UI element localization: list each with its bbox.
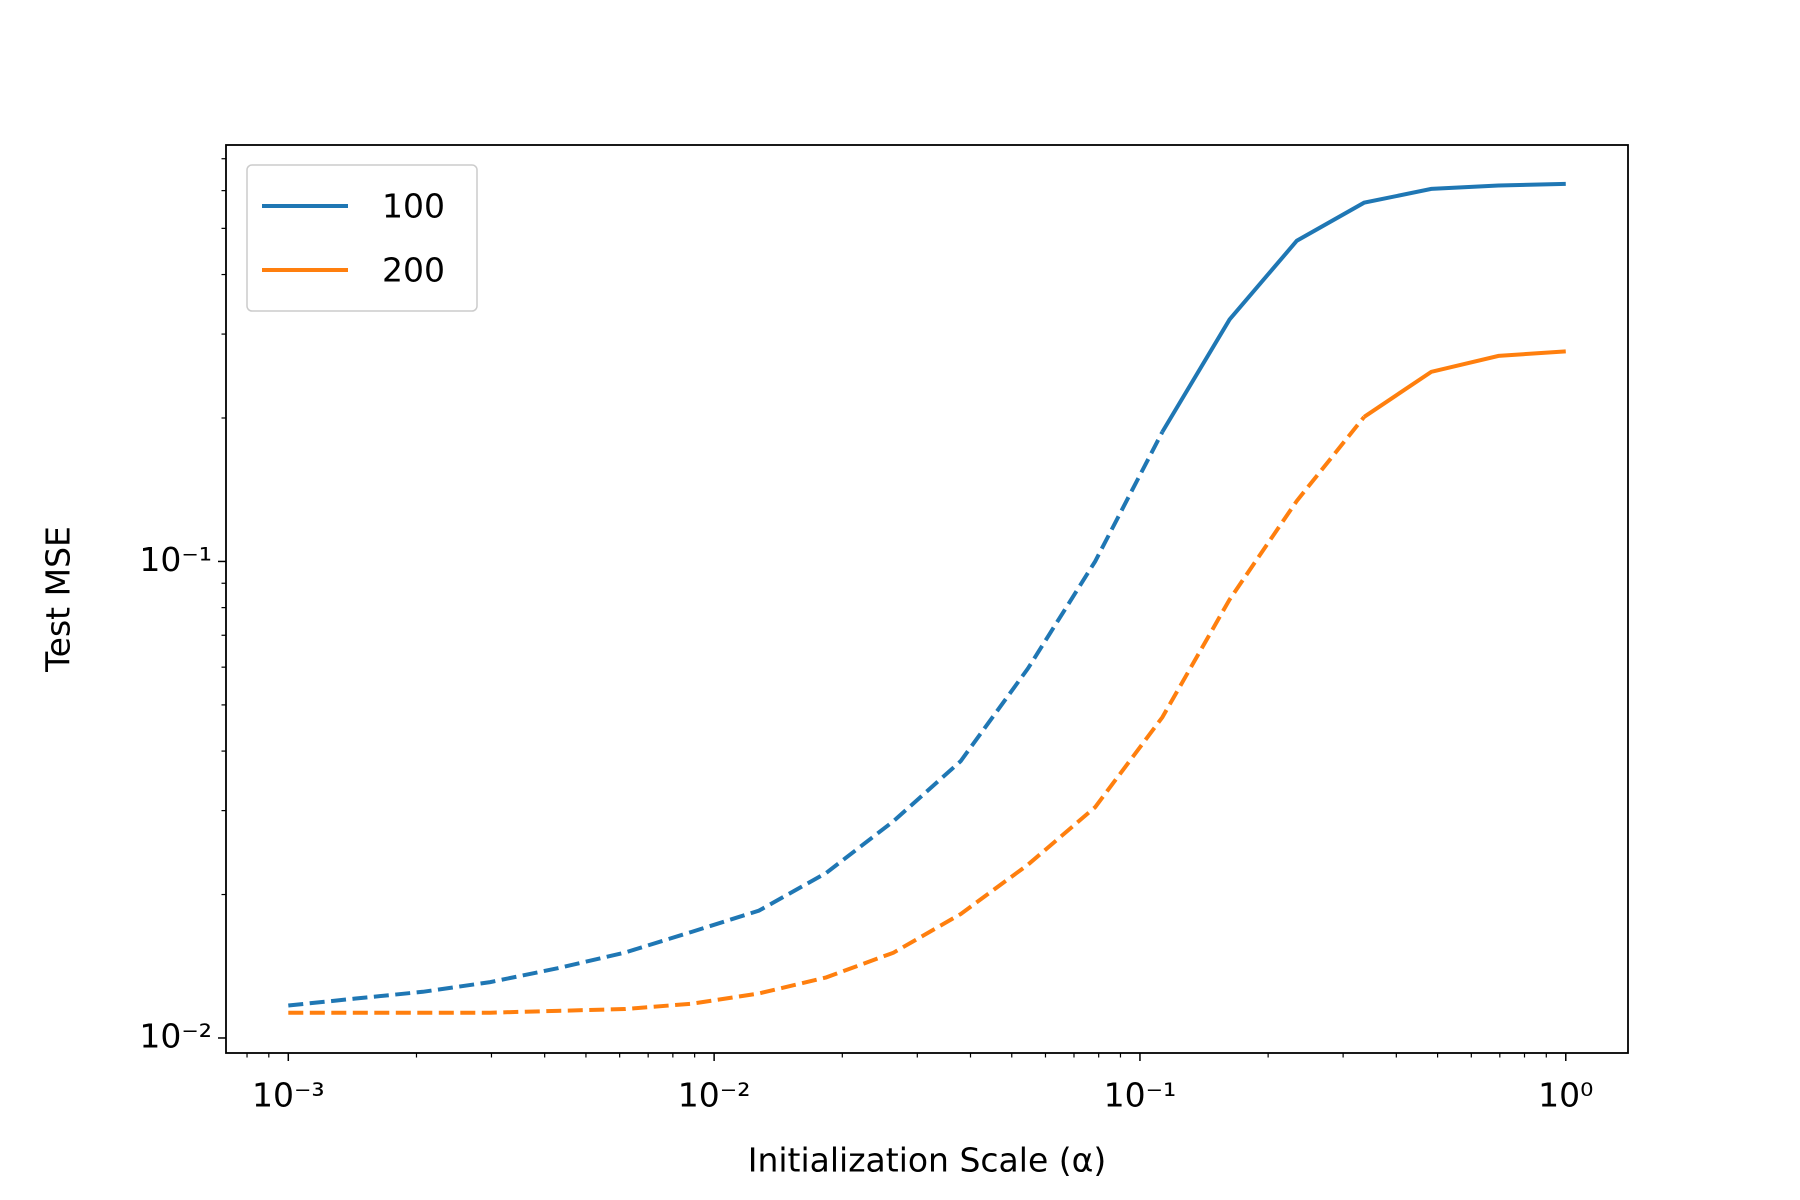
axes-frame — [225, 144, 1629, 1054]
series-line — [1362, 349, 1566, 419]
y-axis-label: Test MSE — [39, 526, 78, 673]
legend-box — [246, 164, 478, 312]
series-line-dashed — [288, 430, 1165, 1008]
x-tick-label: 10⁻¹ — [1104, 1076, 1177, 1115]
legend-label: 200 — [382, 251, 445, 290]
x-tick-label: 10⁰ — [1538, 1076, 1593, 1115]
y-tick-label: 10⁻¹ — [139, 540, 212, 579]
series-line — [1160, 181, 1566, 433]
x-tick-label: 10⁻² — [678, 1076, 751, 1115]
x-axis-label: Initialization Scale (α) — [748, 1141, 1107, 1180]
y-tick-label: 10⁻² — [139, 1016, 212, 1055]
legend-label: 100 — [382, 187, 445, 226]
x-tick-label: 10⁻³ — [252, 1076, 325, 1115]
series-line-dashed — [288, 415, 1366, 1015]
